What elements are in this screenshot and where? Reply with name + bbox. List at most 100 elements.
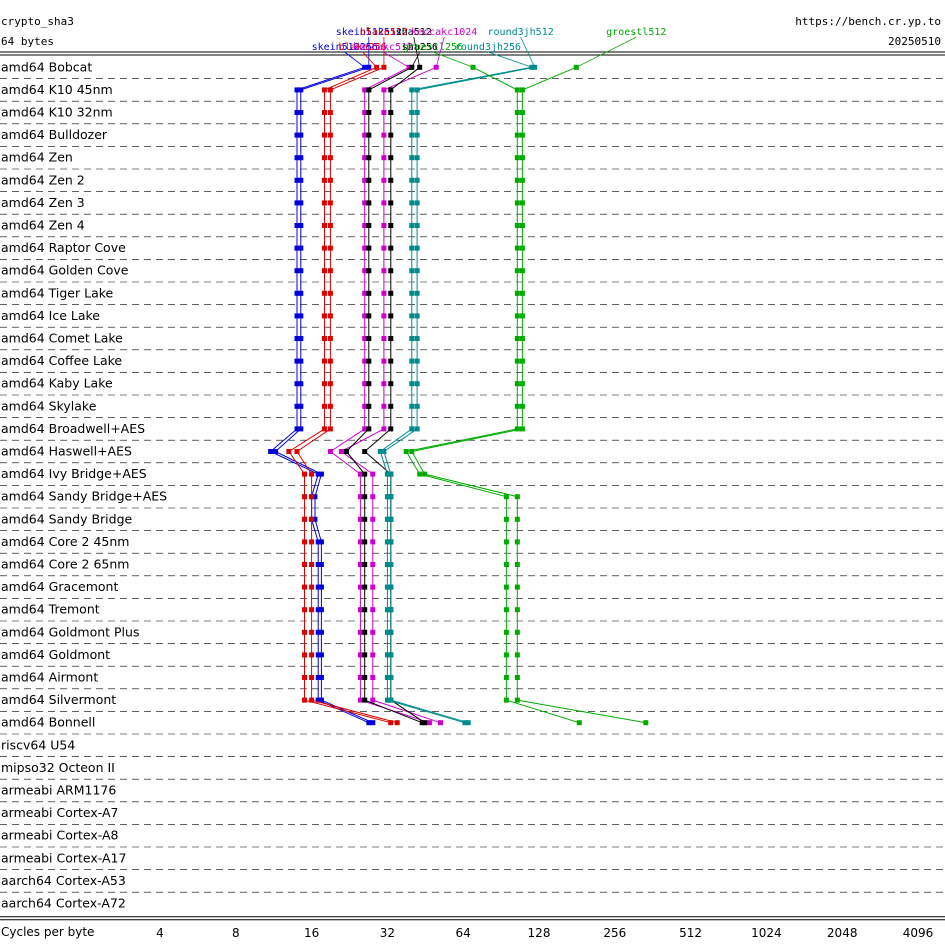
- data-point-skein512512: [312, 494, 318, 500]
- series-line-sha256: [345, 66, 423, 724]
- category-label: amd64 Zen: [1, 150, 73, 165]
- data-point-round3jh256: [409, 381, 415, 387]
- data-point-blake512: [327, 336, 333, 341]
- data-point-sha256: [366, 381, 372, 387]
- data-point-skein512512: [298, 268, 304, 274]
- data-point-skein512512: [298, 381, 304, 387]
- data-point-sha512: [388, 223, 394, 228]
- data-point-keccakc1024: [370, 494, 376, 500]
- data-point-blake256: [321, 245, 327, 251]
- category-label: mipso32 Octeon II: [1, 760, 115, 775]
- legend-label-groestl256: groestl256: [403, 42, 463, 53]
- data-point-keccakc1024: [437, 720, 443, 726]
- category-label: armeabi Cortex-A17: [1, 850, 126, 865]
- date-stamp: 20250510: [888, 35, 941, 48]
- data-point-skein512512: [298, 223, 304, 228]
- data-point-keccakc512: [362, 110, 368, 115]
- data-point-skein512256: [294, 268, 300, 274]
- legend-label-skein512256: skein512256: [312, 42, 378, 53]
- data-point-keccakc1024: [381, 336, 387, 341]
- category-label: amd64 Tiger Lake: [1, 285, 114, 300]
- primitive-name: crypto_sha3: [1, 15, 74, 28]
- data-point-round3jh256: [409, 177, 415, 183]
- data-point-round3jh512: [414, 268, 420, 274]
- data-point-keccakc1024: [370, 675, 376, 680]
- data-point-keccakc512: [426, 720, 432, 726]
- data-point-groestl256: [514, 132, 520, 138]
- category-label: amd64 Airmont: [1, 670, 98, 685]
- data-point-keccakc1024: [381, 403, 387, 409]
- data-point-round3jh256: [384, 562, 390, 567]
- data-point-groestl256: [576, 720, 582, 726]
- data-point-sha256: [366, 87, 372, 93]
- category-label: amd64 Bonnell: [1, 715, 95, 730]
- x-tick-label: 4096: [903, 926, 934, 940]
- data-point-keccakc1024: [381, 381, 387, 387]
- category-label: amd64 Skylake: [1, 398, 97, 413]
- x-tick-label: 16: [304, 926, 319, 940]
- data-point-keccakc1024: [381, 313, 387, 319]
- data-point-skein512512: [298, 110, 304, 115]
- data-point-groestl512: [519, 426, 525, 432]
- data-point-blake256: [321, 200, 327, 206]
- data-point-keccakc1024: [381, 426, 387, 432]
- x-tick-label: 8: [232, 926, 240, 940]
- site-url[interactable]: https://bench.cr.yp.to: [795, 15, 941, 28]
- data-point-round3jh512: [388, 607, 394, 613]
- data-point-round3jh256: [409, 358, 415, 364]
- data-point-blake256: [321, 358, 327, 364]
- data-point-skein512512: [298, 426, 304, 432]
- data-point-blake256: [302, 697, 308, 703]
- category-label: amd64 Raptor Cove: [1, 240, 126, 255]
- data-point-sha256: [343, 449, 349, 454]
- data-point-round3jh512: [414, 110, 420, 115]
- data-point-skein512256: [294, 403, 300, 409]
- series-line-groestl256: [405, 66, 580, 724]
- data-point-sha256: [362, 584, 368, 590]
- data-point-groestl512: [519, 290, 525, 296]
- data-point-keccakc1024: [381, 132, 387, 138]
- legend-leader-keccakc1024: [435, 36, 445, 68]
- data-point-round3jh512: [414, 426, 420, 432]
- data-point-blake512: [327, 381, 333, 387]
- data-point-sha256: [366, 268, 372, 274]
- data-point-keccakc512: [327, 449, 333, 454]
- data-point-keccakc1024: [381, 245, 387, 251]
- data-point-skein512256: [315, 652, 321, 658]
- data-point-round3jh512: [388, 562, 394, 567]
- data-point-skein512512: [318, 697, 324, 703]
- category-label: amd64 Sandy Bridge+AES: [1, 489, 167, 504]
- series-line-blake256: [288, 66, 391, 724]
- data-point-skein512512: [298, 245, 304, 251]
- data-point-groestl256: [503, 494, 509, 500]
- data-point-sha512: [388, 381, 394, 387]
- data-point-groestl512: [514, 539, 520, 545]
- legend-label-groestl512: groestl512: [606, 27, 666, 38]
- data-point-round3jh256: [384, 516, 390, 522]
- data-point-sha256: [362, 494, 368, 500]
- data-point-keccakc1024: [381, 290, 387, 296]
- data-point-groestl256: [514, 177, 520, 183]
- data-point-skein512256: [294, 358, 300, 364]
- data-point-blake512: [327, 87, 333, 93]
- data-point-groestl256: [514, 200, 520, 206]
- legend-leader-sha256: [411, 51, 421, 68]
- data-point-skein512512: [298, 87, 304, 93]
- data-point-skein512512: [298, 313, 304, 319]
- data-point-blake256: [388, 720, 394, 726]
- data-point-groestl512: [519, 381, 525, 387]
- data-point-keccakc1024: [370, 539, 376, 545]
- data-point-blake512: [309, 675, 315, 680]
- data-point-skein512256: [294, 132, 300, 138]
- data-point-keccakc1024: [381, 110, 387, 115]
- category-label: amd64 Bobcat: [1, 59, 92, 74]
- data-point-keccakc512: [357, 494, 363, 500]
- data-point-skein512512: [298, 177, 304, 183]
- data-point-groestl256: [417, 471, 423, 477]
- data-point-blake512: [309, 697, 315, 703]
- legend-label-sha512: sha512: [396, 27, 432, 38]
- data-point-blake256: [302, 562, 308, 567]
- data-point-groestl256: [403, 449, 409, 454]
- data-point-round3jh256: [384, 675, 390, 680]
- category-label: amd64 Silvermont: [1, 692, 116, 707]
